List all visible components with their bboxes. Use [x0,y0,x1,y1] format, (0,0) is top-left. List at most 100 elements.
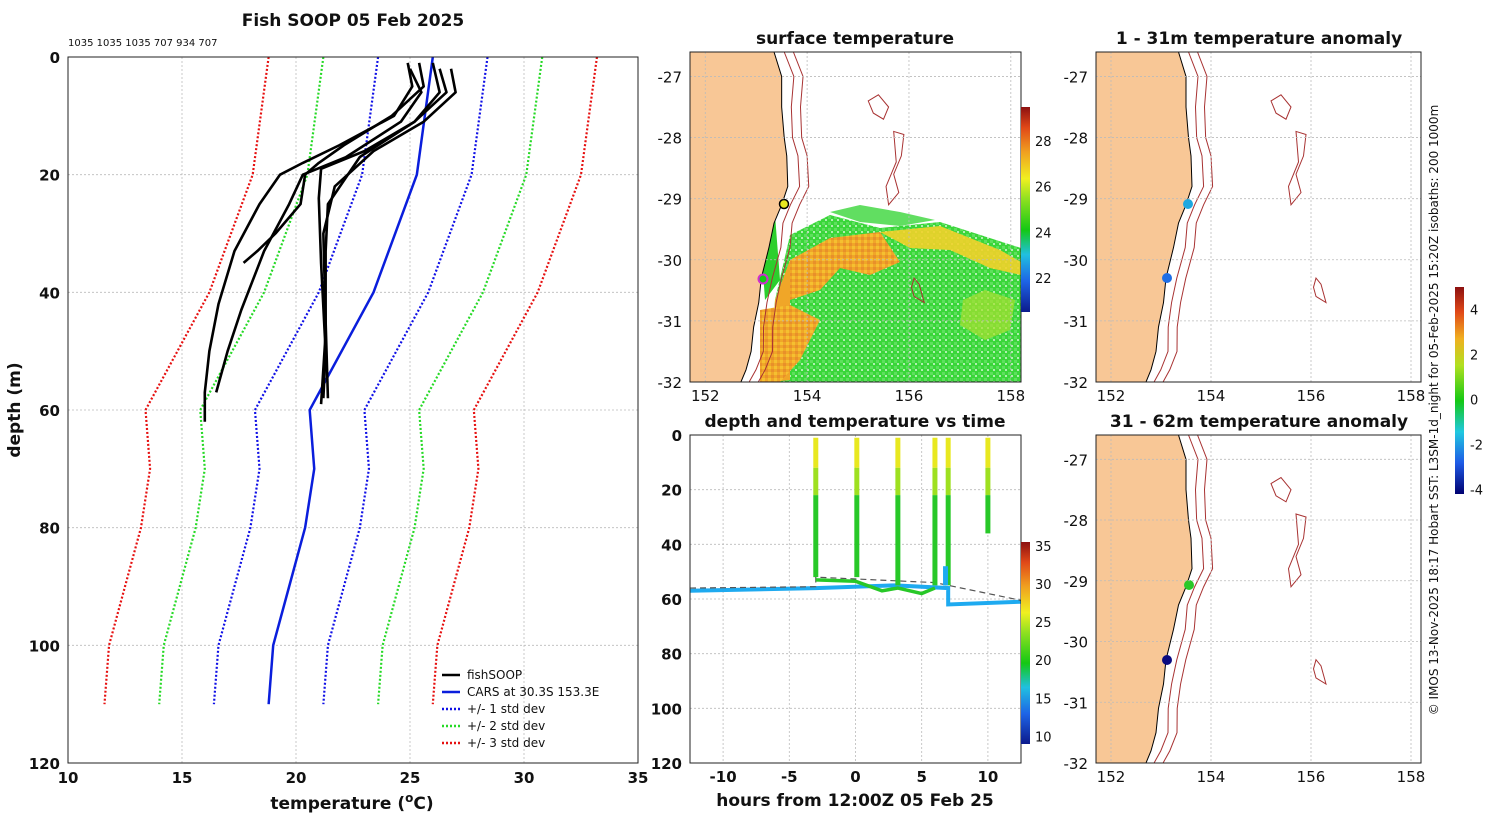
anomaly-lower-xtick: 158 [1397,768,1426,786]
profile-ytick: 0 [50,49,60,67]
profile-xtick: 30 [514,769,535,787]
anomaly-upper-xtick: 158 [1397,387,1426,405]
anomaly-upper-ytick: -30 [1064,252,1089,270]
profile-subtitle: 1035 1035 1035 707 934 707 [68,38,218,49]
anomaly-upper-ytick: -29 [1064,191,1089,209]
sst-colorbar [1021,107,1030,312]
anomaly-upper-marker-north [1183,199,1193,209]
anomaly-upper-ytick: -31 [1064,313,1089,331]
profile-chart: Fish SOOP 05 Feb 2025 1035 1035 1035 707… [5,11,648,814]
surface-reef-contour [910,277,926,304]
anomaly-upper-reef-contour [1287,130,1307,206]
timeseries-colorbar-tick: 35 [1035,540,1052,555]
profile-xtick: 35 [628,769,649,787]
profile-xtick: 15 [172,769,193,787]
profile-ylabel: depth (m) [5,362,25,457]
surface-xtick: 156 [895,387,924,405]
anomaly-colorbar-tick: 0 [1470,394,1478,409]
anomaly-colorbar [1455,287,1464,494]
land-anomaly-lower [1096,435,1193,763]
anomaly-lower-ytick: -32 [1064,755,1089,773]
timeseries-colorbar-tick: 30 [1035,578,1052,593]
timeseries-colorbar-tick: 10 [1035,730,1052,745]
anomaly-upper-reef-contour [1312,277,1327,304]
anomaly-lower-xtick: 152 [1097,768,1126,786]
anomaly-lower-ytick: -29 [1064,573,1089,591]
anomaly-upper-ytick: -32 [1064,374,1089,392]
timeseries-xtick: 0 [850,768,860,786]
sst-colorbar-tick: 24 [1035,226,1052,241]
profile-ytick: 80 [39,520,60,538]
timeseries-xlabel: hours from 12:00Z 05 Feb 25 [716,791,994,811]
std-dev-line [322,56,489,705]
anomaly-upper-xtick: 152 [1097,387,1126,405]
legend-label-std3: +/- 3 std dev [467,736,545,750]
timeseries-colorbar-tick: 25 [1035,616,1052,631]
std-dev-line [103,56,270,705]
bottom-depth-track [689,583,1022,607]
legend-label-std1: +/- 1 std dev [467,702,545,716]
timeseries-colorbar-tick: 15 [1035,692,1052,707]
surface-ytick: -32 [658,374,683,392]
anomaly-lower-ytick: -28 [1064,512,1089,530]
profile-title: Fish SOOP 05 Feb 2025 [242,11,465,31]
timeseries-ytick: 100 [651,700,682,718]
anomaly-upper-frame [1095,51,1422,383]
anomaly-upper-isobath [1153,52,1205,382]
anomaly-lower-marker-north [1184,580,1194,590]
surface-ytick: -28 [658,130,683,148]
anomaly-lower-ytick: -31 [1064,694,1089,712]
surface-xtick: 158 [996,387,1025,405]
surface-xtick: 154 [793,387,822,405]
surface-xtick: 152 [691,387,720,405]
surface-ytick: -27 [658,68,683,86]
anomaly-colorbar-tick: 2 [1470,349,1478,364]
timeseries-xtick: -5 [781,768,798,786]
sst-colorbar-tick: 28 [1035,135,1052,150]
timeseries-xtick: -10 [710,768,737,786]
timeseries-ytick: 0 [672,427,682,445]
profile-ytick: 100 [29,637,60,655]
std-dev-line [158,56,325,705]
anomaly-lower-title: 31 - 62m temperature anomaly [1110,412,1408,432]
anomaly-lower-ytick: -30 [1064,634,1089,652]
anomaly-lower-reef-contour [1270,476,1292,503]
profile-xtick: 10 [58,769,79,787]
surface-ytick: -30 [658,252,683,270]
credit-text: © IMOS 13-Nov-2025 18:17 Hobart SST: L3S… [1427,105,1441,716]
profile-ytick: 60 [39,402,60,420]
timeseries-colorbar [1021,542,1030,744]
profile-ytick: 20 [39,167,60,185]
cast-bottom-segment [815,578,936,596]
anomaly-lower-reef-contour [1287,513,1307,589]
anomaly-colorbar-tick: 4 [1470,304,1478,319]
fishsoop-profile-line [319,68,448,405]
fishsoop-profile-line [203,62,414,422]
fishsoop-profile-line [317,62,441,399]
land-anomaly-upper [1096,52,1193,382]
anomaly-lower-marker-south [1162,655,1172,665]
timeseries-ytick: 40 [661,536,682,554]
anomaly-lower-xtick: 154 [1197,768,1226,786]
profile-ytick: 120 [29,755,60,773]
legend-label-cars: CARS at 30.3S 153.3E [467,685,599,699]
std-dev-line [212,56,380,705]
timeseries-xtick: 5 [916,768,926,786]
profile-frame [67,56,639,764]
profile-xlabel: temperature (oC) [270,791,433,814]
surface-isobath [757,52,810,382]
anomaly-upper-map: 1 - 31m temperature anomaly 152 154 156 158… [1064,29,1426,405]
anomaly-upper-ytick: -28 [1064,130,1089,148]
fishsoop-profile-line [214,68,423,393]
timeseries-xtick: 10 [977,768,998,786]
anomaly-upper-xtick: 156 [1297,387,1326,405]
anomaly-upper-reef-contour [1270,94,1292,120]
anomaly-colorbar-tick: -4 [1470,484,1483,499]
sst-marker-south [757,273,769,285]
anomaly-lower-frame [1095,434,1422,764]
anomaly-lower-xtick: 156 [1297,768,1326,786]
profile-xtick: 25 [400,769,421,787]
surface-title: surface temperature [756,29,954,49]
surface-ytick: -31 [658,313,683,331]
